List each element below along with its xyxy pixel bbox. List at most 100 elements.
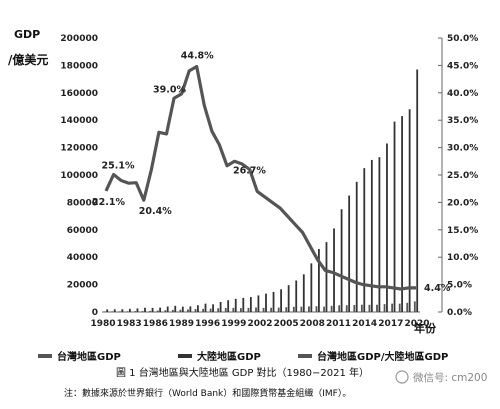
bar-taiwan-gdp: [368, 304, 371, 312]
bar-taiwan-gdp: [217, 308, 220, 312]
bar-mainland-gdp: [219, 301, 222, 312]
y-right-tick-label: 15.0%: [447, 226, 478, 236]
y-right-tick-label: 10.0%: [447, 253, 478, 263]
x-tick-label: 1999: [221, 319, 246, 329]
bar-mainland-gdp: [234, 298, 237, 312]
bar-taiwan-gdp: [255, 307, 257, 312]
bar-taiwan-gdp: [391, 303, 394, 312]
bar-mainland-gdp: [136, 308, 139, 312]
bar-mainland-gdp: [265, 293, 267, 312]
bar-taiwan-gdp: [406, 302, 409, 312]
x-tick-label: 2014: [352, 319, 377, 329]
x-tick-label: 1989: [169, 319, 194, 329]
legend-label-1: 台灣地區GDP: [57, 350, 121, 363]
x-tick-label: 2008: [300, 319, 325, 329]
bar-taiwan-gdp: [413, 301, 416, 312]
bar-mainland-gdp: [295, 280, 298, 312]
bar-mainland-gdp: [257, 295, 260, 312]
bar-mainland-gdp: [287, 285, 290, 312]
y-left-tick-label: 0: [92, 308, 98, 318]
watermark: 微信号: cm200: [395, 370, 487, 384]
y-left-tick-label: 60000: [67, 226, 98, 236]
axes: 0 20000 40000 60000 80000 100000 120000 140000 1…: [60, 34, 478, 329]
bar-mainland-gdp: [159, 307, 162, 312]
bar-taiwan-gdp: [126, 311, 129, 312]
bar-taiwan-gdp: [285, 307, 288, 312]
x-axis-label: 年份: [414, 321, 437, 335]
bar-mainland-gdp: [416, 69, 419, 312]
watermark-icon: [395, 370, 409, 384]
y-right-tick-label: 50.0%: [447, 34, 478, 44]
bar-taiwan-gdp: [103, 311, 106, 312]
bar-mainland-gdp: [212, 304, 214, 312]
bar-mainland-gdp: [348, 195, 351, 312]
y-right-tick-label: 30.0%: [447, 144, 478, 154]
bar-taiwan-gdp: [292, 306, 295, 312]
bar-taiwan-gdp: [262, 307, 265, 312]
bar-taiwan-gdp: [194, 308, 197, 312]
bar-taiwan-gdp: [247, 307, 250, 312]
y-right-tick-label: 45.0%: [447, 61, 478, 71]
data-annotation: 44.8%: [181, 50, 214, 61]
bar-taiwan-gdp: [111, 311, 114, 312]
data-annotation: 4.4%: [424, 283, 451, 294]
bar-taiwan-gdp: [360, 304, 363, 312]
bar-taiwan-gdp: [179, 309, 182, 312]
bar-taiwan-gdp: [323, 306, 325, 312]
y-right-tick-label: 35.0%: [447, 116, 478, 126]
bar-mainland-gdp: [128, 308, 131, 312]
y-left-tick-label: 140000: [60, 116, 98, 126]
x-tick-label: 2017: [378, 319, 403, 329]
bar-mainland-gdp: [227, 300, 230, 312]
y-left-tick-label: 180000: [60, 61, 98, 71]
x-tick-label: 1980: [90, 319, 115, 329]
data-annotation: 39.0%: [153, 84, 186, 95]
bar-mainland-gdp: [272, 291, 275, 312]
bar-mainland-gdp: [363, 168, 366, 312]
y-right-tick-label: 5.0%: [447, 281, 472, 291]
bar-mainland-gdp: [401, 116, 403, 312]
bar-taiwan-gdp: [383, 304, 386, 312]
bar-mainland-gdp: [325, 242, 328, 312]
bar-taiwan-gdp: [308, 306, 310, 312]
bar-mainland-gdp: [121, 309, 124, 312]
bar-mainland-gdp: [386, 143, 388, 312]
x-tick-label: 1996: [195, 319, 220, 329]
bar-taiwan-gdp: [330, 305, 333, 312]
bar-taiwan-gdp: [338, 305, 341, 312]
bar-mainland-gdp: [370, 159, 373, 312]
y-left-tick-label: 200000: [60, 34, 98, 44]
bar-taiwan-gdp: [134, 311, 136, 312]
x-tick-label: 1983: [117, 319, 142, 329]
data-annotation: 25.1%: [102, 160, 135, 171]
data-annotation: 20.4%: [139, 206, 172, 217]
bar-taiwan-gdp: [164, 310, 167, 312]
bar-taiwan-gdp: [239, 308, 242, 312]
ratio-line: [104, 64, 416, 291]
chart-title: 圖 1 台灣地區與大陸地區 GDP 對比（1980−2021 年）: [116, 366, 369, 379]
bar-mainland-gdp: [333, 228, 335, 312]
x-tick-label: 2002: [247, 319, 272, 329]
bar-mainland-gdp: [181, 306, 184, 312]
y-left-label: GDP: [14, 28, 40, 41]
legend-label-3: 台灣地區GDP/大陸地區GDP: [317, 350, 448, 363]
y-left-tick-label: 20000: [67, 281, 98, 291]
bar-mainland-gdp: [393, 121, 396, 312]
bar-taiwan-gdp: [187, 309, 189, 312]
bar-taiwan-gdp: [376, 304, 378, 312]
bar-taiwan-gdp: [224, 308, 227, 312]
y-right-tick-label: 40.0%: [447, 89, 478, 99]
bar-taiwan-gdp: [202, 308, 204, 312]
bar-taiwan-gdp: [141, 311, 144, 312]
y-right-tick-label: 25.0%: [447, 171, 478, 181]
bar-mainland-gdp: [174, 305, 177, 312]
bar-taiwan-gdp: [300, 306, 303, 312]
x-tick-label: 1986: [143, 319, 168, 329]
data-annotation: 22.1%: [92, 197, 125, 208]
bar-mainland-gdp: [378, 157, 381, 312]
y-left-tick-label: 80000: [67, 198, 98, 208]
bar-mainland-gdp: [106, 309, 109, 312]
bar-taiwan-gdp: [353, 305, 356, 312]
line-layer: [104, 64, 416, 291]
